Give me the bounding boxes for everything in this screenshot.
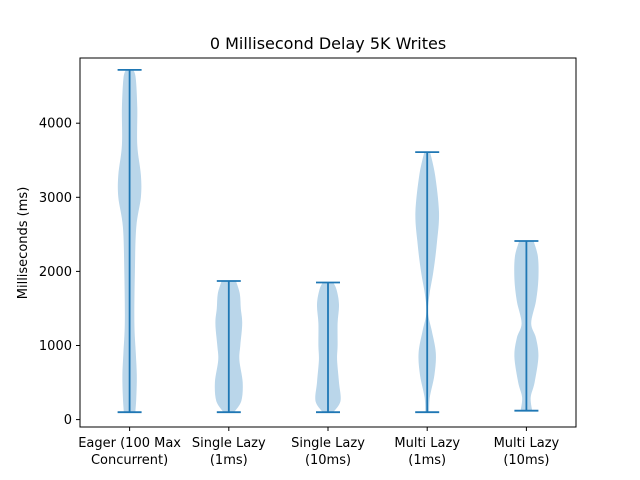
y-axis-label: Milliseconds (ms) <box>16 187 31 300</box>
x-tick-label: (1ms) <box>210 453 248 468</box>
y-tick-label: 1000 <box>39 339 72 354</box>
x-tick-label: (10ms) <box>305 453 351 468</box>
x-tick-label: (1ms) <box>408 453 446 468</box>
x-tick-label: Eager (100 Max <box>78 436 181 451</box>
violins <box>117 68 539 414</box>
y-tick-label: 3000 <box>39 191 72 206</box>
x-axis: Eager (100 Max Concurrent) Single Lazy (1ms… <box>78 427 560 468</box>
x-tick-label: Multi Lazy <box>394 436 460 451</box>
y-tick-label: 0 <box>64 413 72 428</box>
x-tick-label: Single Lazy <box>291 436 365 451</box>
y-axis: 0 1000 2000 3000 4000 <box>39 117 80 428</box>
x-tick-label: Concurrent) <box>91 453 168 468</box>
x-tick-label: (10ms) <box>503 453 549 468</box>
y-tick-label: 2000 <box>39 265 72 280</box>
x-tick-label: Single Lazy <box>192 436 266 451</box>
y-tick-label: 4000 <box>39 117 72 132</box>
chart-title: 0 Millisecond Delay 5K Writes <box>210 34 446 53</box>
x-tick-label: Multi Lazy <box>494 436 560 451</box>
